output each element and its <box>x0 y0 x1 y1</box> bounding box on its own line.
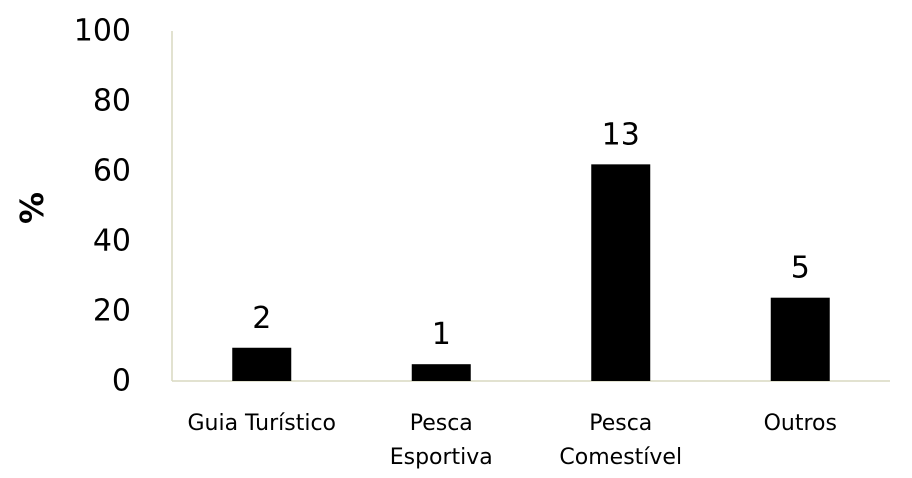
category-label: Pesca Esportiva <box>390 411 493 470</box>
y-tick-label: 40 <box>93 224 131 259</box>
data-label: 5 <box>791 251 810 286</box>
data-label: 2 <box>252 301 271 336</box>
bars <box>232 164 830 381</box>
category-label: Pesca Comestível <box>559 411 682 470</box>
bar <box>232 347 292 381</box>
y-tick-label: 0 <box>112 364 131 399</box>
bar <box>770 297 830 381</box>
data-label: 1 <box>432 317 451 352</box>
y-tick-label: 80 <box>93 84 131 119</box>
y-axis-ticks: 0 20 40 60 80 100 <box>74 14 131 399</box>
category-label: Guia Turístico <box>187 411 336 436</box>
category-labels: Guia Turístico Pesca Esportiva Pesca Comestí… <box>187 411 836 470</box>
y-axis-title: % <box>13 192 51 224</box>
y-tick-label: 60 <box>93 154 131 189</box>
bar <box>591 164 651 381</box>
y-tick-label: 20 <box>93 294 131 329</box>
y-tick-label: 100 <box>74 14 131 49</box>
category-label: Outros <box>764 411 837 436</box>
data-label: 13 <box>602 117 640 152</box>
bar <box>411 364 471 381</box>
